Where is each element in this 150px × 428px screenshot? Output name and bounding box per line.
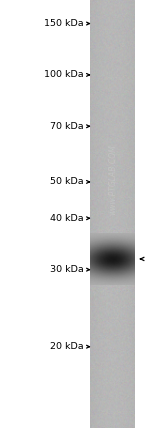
Text: 70 kDa: 70 kDa [50, 122, 84, 131]
Text: 30 kDa: 30 kDa [50, 265, 84, 274]
Text: 20 kDa: 20 kDa [50, 342, 84, 351]
Text: 150 kDa: 150 kDa [44, 19, 84, 28]
Text: 50 kDa: 50 kDa [50, 177, 84, 187]
Text: 100 kDa: 100 kDa [44, 70, 84, 80]
Text: 40 kDa: 40 kDa [50, 214, 84, 223]
Text: www.PTGLAB.COM: www.PTGLAB.COM [108, 144, 117, 215]
